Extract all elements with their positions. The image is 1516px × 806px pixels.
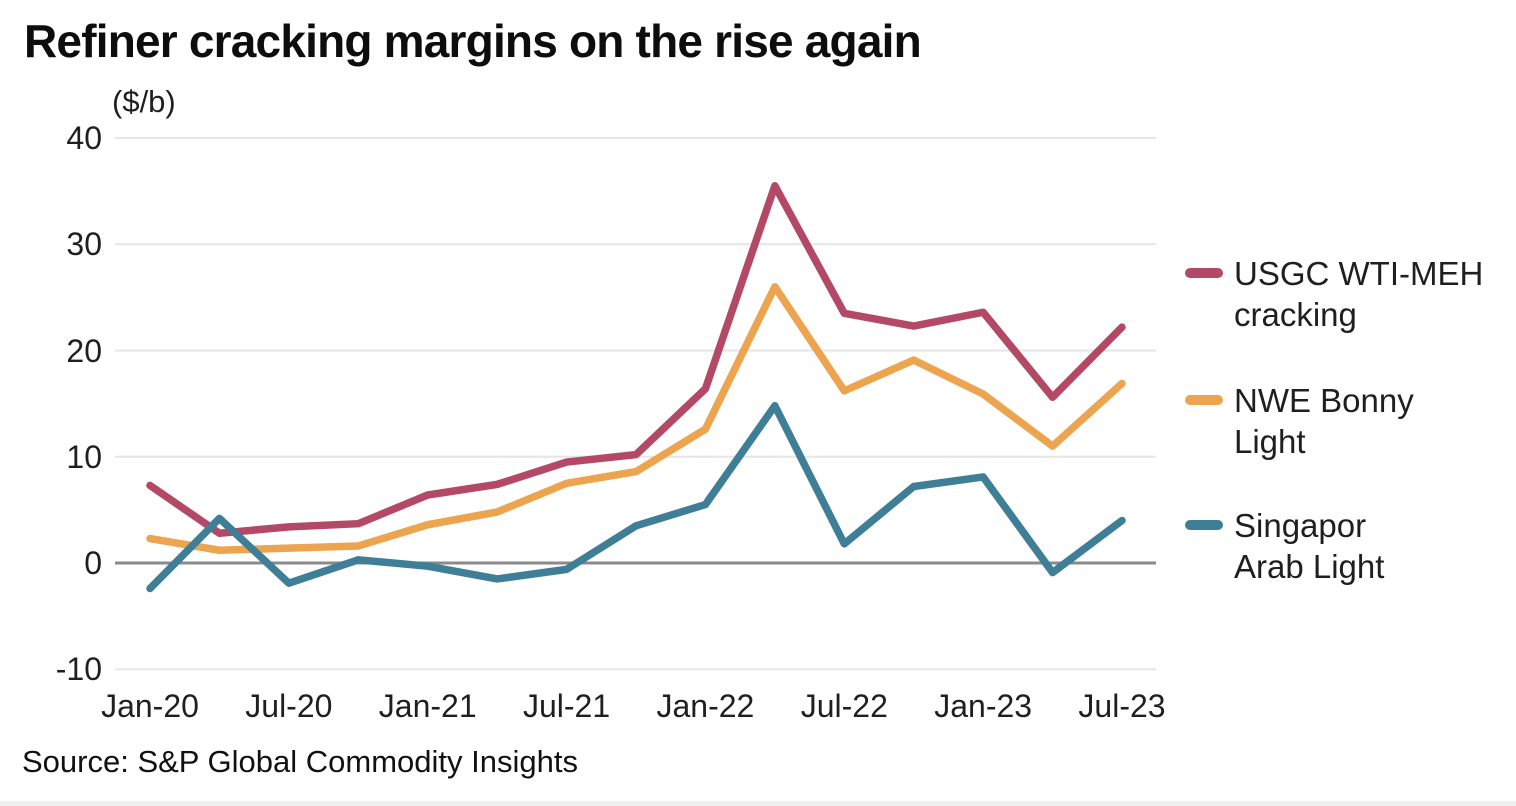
legend-swatch-usgc-wti-meh-cracking <box>1185 268 1223 278</box>
source-attribution: Source: S&P Global Commodity Insights <box>22 744 578 779</box>
x-tick-label: Jul-23 <box>1078 688 1166 724</box>
y-tick-label: 20 <box>66 332 102 369</box>
x-tick-label: Jul-21 <box>522 688 611 724</box>
y-tick-label: 30 <box>66 226 102 263</box>
x-tick-label: Jan-22 <box>656 688 755 724</box>
legend-swatch-nwe-bonny-light <box>1185 395 1223 405</box>
series-line-usgc-wti-meh-cracking <box>146 182 1126 537</box>
chart-title: Refiner cracking margins on the rise aga… <box>24 15 922 67</box>
x-tick-label: Jul-22 <box>800 688 888 724</box>
x-tick-label: Jan-21 <box>378 688 477 724</box>
legend-label-singapore-arab-light: Singapor Arab Light <box>1234 505 1384 587</box>
legend-label-line: Light <box>1234 423 1306 460</box>
y-tick-label: 10 <box>66 438 102 475</box>
legend-label-line: Singapor <box>1234 507 1367 544</box>
x-tick-label: Jul-20 <box>245 688 333 724</box>
y-tick-label: -10 <box>55 651 102 688</box>
legend-label-line: cracking <box>1234 296 1357 333</box>
legend-label-line: USGC WTI-MEH <box>1234 255 1484 292</box>
legend-label-line: Arab Light <box>1234 548 1385 585</box>
legend-label-nwe-bonny-light: NWE Bonny Light <box>1234 380 1414 462</box>
y-tick-label: 0 <box>84 545 102 581</box>
series-line-singapor-arab-light <box>146 402 1126 593</box>
legend-swatch-singapore-arab-light <box>1185 520 1223 530</box>
y-tick-label: 40 <box>66 120 102 156</box>
series-line-nwe-bonny-light <box>146 283 1126 554</box>
bottom-edge-divider <box>0 801 1516 806</box>
legend-label-usgc-wti-meh-cracking: USGC WTI-MEH cracking <box>1234 253 1483 335</box>
y-axis-unit-label: ($/b) <box>112 84 176 119</box>
x-tick-label: Jan-20 <box>101 688 199 724</box>
x-tick-label: Jan-23 <box>934 688 1033 724</box>
legend-label-line: NWE Bonny <box>1234 382 1414 419</box>
